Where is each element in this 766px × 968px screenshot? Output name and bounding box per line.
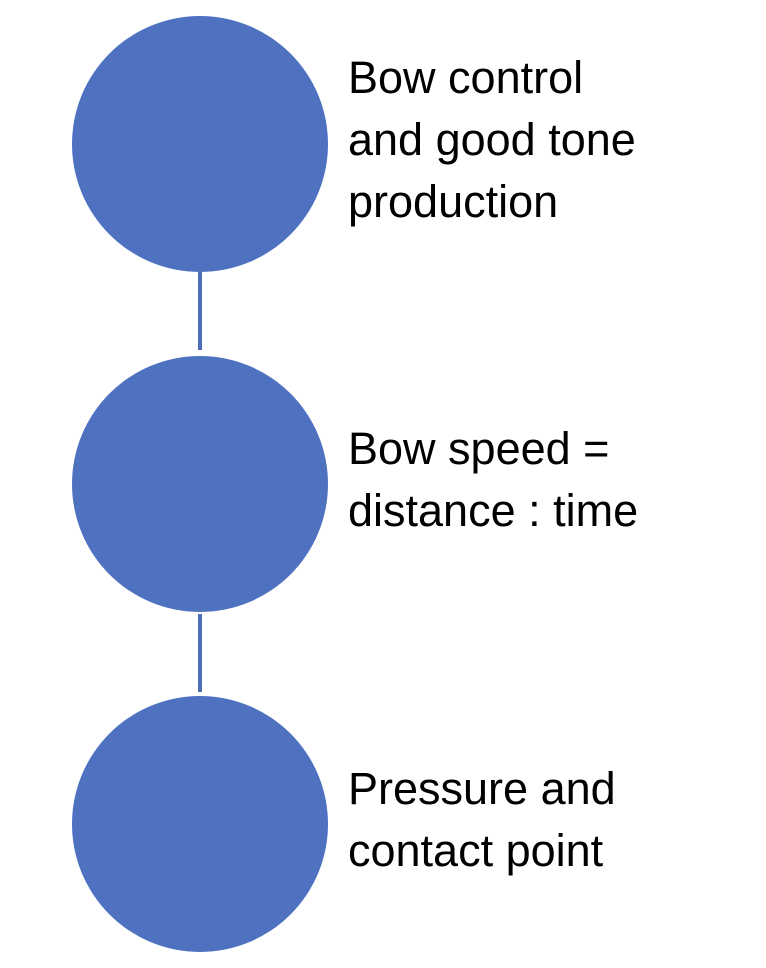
connector-line-1 [198,272,202,350]
step-circle-2 [72,356,328,612]
connector-line-2 [198,614,202,692]
step-circle-3 [72,696,328,952]
step-circle-1 [72,16,328,272]
step-label-3: Pressure and contact point [348,763,616,876]
step-label-1: Bow control and good tone production [348,52,636,227]
step-label-2: Bow speed = distance : time [348,423,639,536]
